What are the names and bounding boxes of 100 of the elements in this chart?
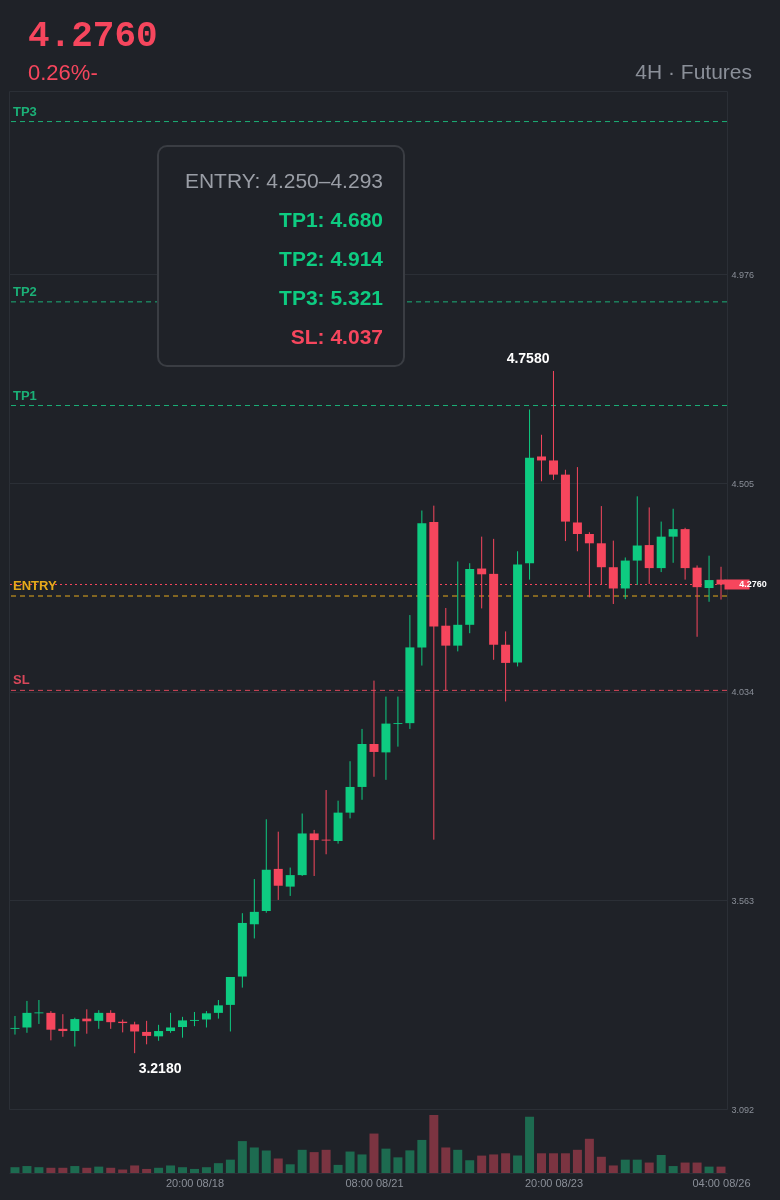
candlestick <box>94 1009 104 1030</box>
bar <box>620 1159 630 1173</box>
candlestick <box>106 1009 116 1030</box>
bar <box>393 1157 403 1173</box>
bar <box>94 1166 104 1173</box>
candlestick <box>213 999 223 1020</box>
bar <box>34 1167 44 1173</box>
ref-line-label: ENTRY <box>12 578 57 594</box>
bar <box>142 1168 152 1173</box>
bar <box>82 1167 92 1173</box>
y-tick-label: 3.092 <box>731 1104 755 1115</box>
candlestick <box>537 434 547 482</box>
annotation: 4.7580 <box>506 349 550 366</box>
ref-line-label: SL <box>12 672 30 688</box>
bar <box>596 1156 606 1173</box>
bar <box>273 1158 283 1173</box>
y-tick-label: 3.563 <box>731 895 755 906</box>
bar <box>70 1166 80 1173</box>
bar <box>333 1164 343 1173</box>
annotation: TP2: 4.914 <box>278 246 383 272</box>
candlestick <box>441 607 451 692</box>
candlestick <box>309 829 319 877</box>
candlestick <box>10 1015 20 1036</box>
bar <box>130 1165 140 1173</box>
candlestick <box>393 696 403 748</box>
annotation: SL: 4.037 <box>289 324 383 350</box>
bar <box>513 1155 523 1173</box>
annotation: ENTRY: 4.250–4.293 <box>183 168 383 194</box>
bar <box>22 1166 32 1173</box>
bar <box>477 1155 487 1173</box>
candlestick <box>453 560 463 652</box>
bar <box>441 1147 451 1173</box>
candlestick <box>130 1021 140 1054</box>
candlestick <box>572 466 582 552</box>
bar <box>357 1154 367 1173</box>
x-tick-label: 20:00 08/23 <box>524 1176 584 1189</box>
bar <box>465 1160 475 1173</box>
candlestick <box>70 1017 80 1048</box>
candlestick <box>632 495 642 586</box>
bar <box>381 1148 391 1173</box>
annotation: 3.2180 <box>138 1060 182 1077</box>
bar <box>405 1150 415 1173</box>
bar <box>572 1149 582 1173</box>
y-tick-label: 4.034 <box>731 687 755 698</box>
x-tick-label: 08:00 08/21 <box>345 1176 404 1189</box>
bar <box>58 1167 68 1173</box>
candlestick <box>501 630 511 702</box>
bar <box>225 1159 235 1173</box>
bar <box>213 1163 223 1173</box>
bar <box>321 1149 331 1173</box>
candlestick <box>166 1012 176 1034</box>
ref-line-label: TP1 <box>12 387 37 403</box>
bar <box>656 1155 666 1173</box>
bar <box>166 1165 176 1173</box>
candlestick <box>249 878 259 939</box>
candlestick <box>58 1013 68 1038</box>
bar <box>489 1154 499 1173</box>
bar <box>501 1153 511 1173</box>
y-tick-label: 4.976 <box>731 269 755 280</box>
candlestick <box>189 1011 199 1027</box>
bar <box>644 1162 654 1173</box>
bar <box>369 1133 379 1173</box>
bar <box>429 1115 439 1173</box>
x-tick-label: 04:00 08/26 <box>692 1176 751 1189</box>
bar <box>261 1150 271 1173</box>
bar <box>10 1167 20 1173</box>
bar <box>417 1139 427 1173</box>
bar <box>106 1167 116 1173</box>
bar <box>46 1167 56 1173</box>
candlestick <box>142 1020 152 1045</box>
candlestick <box>668 508 678 564</box>
candlestick <box>321 789 331 855</box>
bar <box>584 1138 594 1173</box>
bar <box>249 1147 259 1173</box>
y-tick-label: 4.505 <box>731 478 755 489</box>
candlestick <box>178 1016 188 1039</box>
candlestick <box>273 831 283 901</box>
candlestick <box>22 1000 32 1034</box>
bar <box>692 1162 702 1173</box>
bar <box>716 1166 726 1173</box>
candlestick <box>34 999 44 1025</box>
bar <box>237 1141 247 1173</box>
bar <box>285 1164 295 1173</box>
bar <box>525 1116 535 1173</box>
bar <box>297 1149 307 1173</box>
candlestick <box>644 506 654 585</box>
bar <box>178 1167 188 1173</box>
annotation: TP1: 4.680 <box>278 207 383 233</box>
chart-title: 4.2760 <box>28 16 158 57</box>
text: 4H · Futures <box>635 60 752 84</box>
ref-line-label: TP2 <box>12 283 37 299</box>
bar <box>453 1149 463 1173</box>
candlestick <box>704 555 714 603</box>
bar <box>608 1165 618 1173</box>
bar <box>668 1166 678 1173</box>
bar <box>548 1153 558 1173</box>
bar <box>189 1168 199 1173</box>
x-tick-label: 20:00 08/18 <box>165 1176 225 1189</box>
bar <box>632 1159 642 1173</box>
annotation: TP3: 5.321 <box>278 285 383 311</box>
